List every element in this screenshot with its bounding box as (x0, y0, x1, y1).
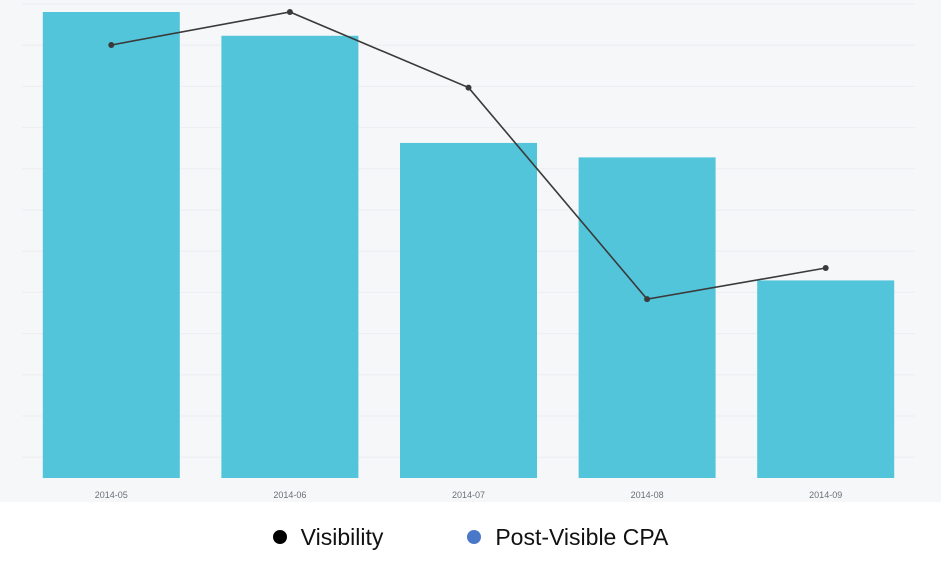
legend-swatch-post-visible-cpa (467, 530, 482, 544)
line-series (108, 9, 829, 303)
x-tick-label: 2014-07 (452, 490, 485, 500)
bar-series (42, 12, 895, 479)
legend-swatch-visibility (272, 530, 287, 544)
bar-2014-06[interactable] (221, 35, 359, 479)
legend: Visibility Post-Visible CPA (0, 515, 941, 559)
bar-2014-09[interactable] (757, 280, 895, 478)
bar-2014-05[interactable] (42, 12, 180, 478)
legend-item-post-visible-cpa[interactable]: Post-Visible CPA (467, 524, 668, 551)
bar-2014-08[interactable] (578, 157, 716, 478)
visibility-point-2014-08[interactable] (644, 296, 651, 303)
x-tick-label: 2014-09 (809, 490, 842, 500)
x-tick-label: 2014-06 (273, 490, 306, 500)
visibility-point-2014-09[interactable] (822, 265, 829, 272)
legend-label-post-visible-cpa: Post-Visible CPA (495, 523, 669, 550)
visibility-point-2014-07[interactable] (465, 84, 472, 91)
bar-2014-07[interactable] (400, 142, 537, 479)
visibility-point-2014-05[interactable] (108, 41, 115, 48)
legend-label-visibility: Visibility (300, 523, 384, 550)
legend-item-visibility[interactable]: Visibility (272, 523, 384, 551)
x-axis-ticks: 2014-05 2014-06 2014-07 2014-08 2014-09 (95, 490, 842, 500)
visibility-point-2014-06[interactable] (286, 9, 293, 15)
x-tick-label: 2014-05 (95, 490, 128, 500)
x-tick-label: 2014-08 (631, 490, 664, 500)
